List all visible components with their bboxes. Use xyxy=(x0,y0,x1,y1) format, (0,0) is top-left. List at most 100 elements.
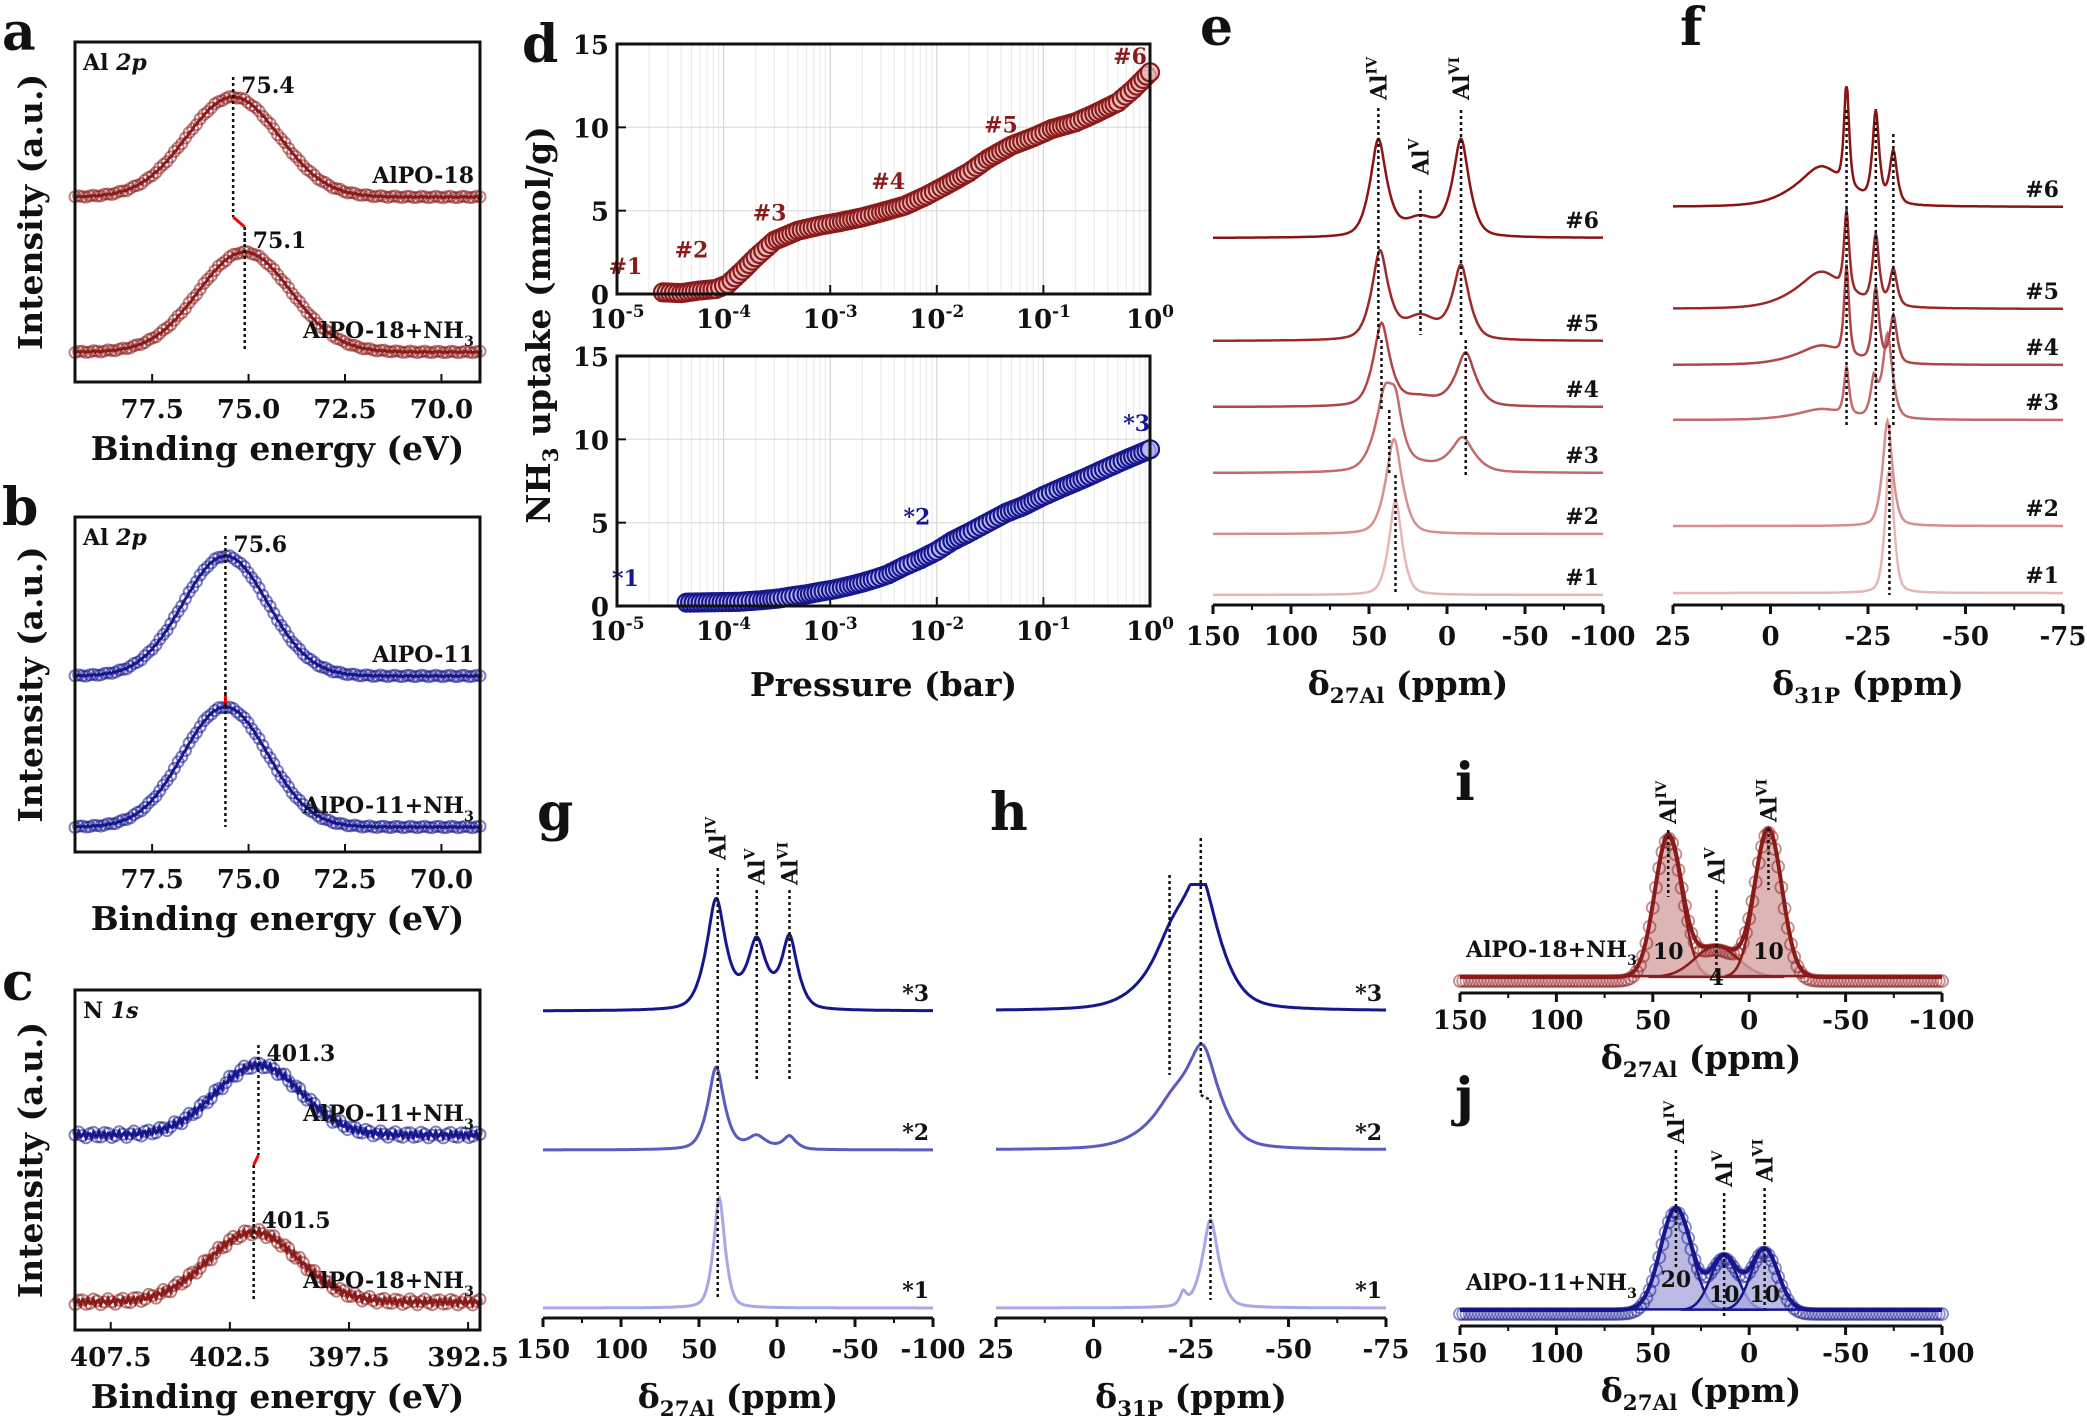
data-point xyxy=(149,330,163,344)
coordination-label-aliv-base: Al xyxy=(706,835,732,861)
coordination-label-aliv-sup: IV xyxy=(1654,780,1670,799)
series-alpo-18 xyxy=(652,62,1161,304)
y-axis-title-part: 3 xyxy=(539,448,564,463)
coordination-label-alv-sup: V xyxy=(1710,1150,1726,1163)
state-marker-label: #6 xyxy=(1113,44,1147,70)
x-tick-label: -75 xyxy=(2040,622,2087,652)
coordination-label-alvi-sup: VI xyxy=(1754,778,1770,797)
fit-line xyxy=(73,1058,482,1143)
state-marker-label: #2 xyxy=(675,237,709,263)
coordination-label-alv: AlV xyxy=(1710,1150,1738,1188)
sample-label-part: 3 xyxy=(464,1117,474,1133)
x-tick-exponent: -4 xyxy=(732,614,751,634)
spectrum-label: #6 xyxy=(2025,177,2059,203)
x-tick-label: 0 xyxy=(1761,622,1779,652)
coordination-label-alvi-sup: VI xyxy=(1447,56,1463,75)
plot-frame xyxy=(615,354,1152,608)
data-point xyxy=(256,109,270,123)
data-point xyxy=(190,1106,203,1120)
y-axis-title-group: NH3 uptake (mmol/g) xyxy=(519,126,564,524)
data-point xyxy=(230,1069,244,1083)
data-point xyxy=(289,638,303,652)
x-tick-label: -100 xyxy=(1909,1006,1974,1036)
x-axis-title: δ27Al (ppm) xyxy=(1601,1371,1801,1416)
data-point xyxy=(164,768,178,782)
spectrum-line xyxy=(543,1194,933,1310)
state-marker-label: *3 xyxy=(1123,411,1150,437)
sample-label-part: AlPO-18+NH xyxy=(1465,937,1627,963)
data-point xyxy=(1935,1307,1949,1321)
data-point xyxy=(307,1263,321,1277)
series-alpo-18-nh3 xyxy=(68,244,487,360)
x-axis-title-part: δ xyxy=(1601,1371,1623,1410)
panel-label: d xyxy=(522,14,558,75)
data-point xyxy=(219,1240,233,1254)
spectrum-line xyxy=(996,1217,1386,1310)
x-axis-title: Binding energy (eV) xyxy=(91,899,465,938)
data-point xyxy=(1732,942,1747,957)
sample-label-part: AlPO-11+NH xyxy=(1465,1270,1627,1296)
coordination-label-alv: AlV xyxy=(743,848,771,886)
data-point xyxy=(282,1241,296,1255)
spectrum-label: *2 xyxy=(1355,1120,1382,1146)
data-point xyxy=(167,761,181,775)
data-point xyxy=(300,305,314,319)
spectrum-line xyxy=(1213,248,1603,342)
x-axis-title-part: (ppm) xyxy=(1384,664,1508,703)
data-point xyxy=(252,581,266,595)
y-tick-label: 10 xyxy=(573,114,609,144)
x-tick-base: 10 xyxy=(909,305,945,335)
data-point xyxy=(190,575,203,589)
coordination-label-alvi-base: Al xyxy=(1756,797,1782,823)
data-point xyxy=(1678,898,1692,913)
x-tick-label: 150 xyxy=(1186,622,1240,652)
spectrum-line xyxy=(1213,137,1603,239)
x-tick-label: 50 xyxy=(1351,622,1387,652)
series-alpo-11 xyxy=(68,549,487,684)
x-tick-label: 100 xyxy=(1264,622,1318,652)
data-point xyxy=(271,128,284,142)
spectrum-label: *1 xyxy=(902,1278,929,1304)
coordination-label-aliv-base: Al xyxy=(1366,75,1392,101)
x-tick-base: 10 xyxy=(803,617,839,647)
data-point xyxy=(1658,834,1673,849)
spectrum-line xyxy=(543,896,933,1013)
x-axis-title-part: 27Al xyxy=(660,1397,715,1416)
data-point xyxy=(252,732,266,746)
spectrum-line xyxy=(1673,264,2063,367)
data-point xyxy=(145,793,159,807)
data-point xyxy=(267,757,281,771)
data-point xyxy=(304,1264,318,1278)
data-point xyxy=(278,623,292,637)
x-tick-label: -50 xyxy=(1265,1335,1312,1365)
data-point xyxy=(1633,1300,1647,1315)
area-label: 10 xyxy=(1749,1282,1780,1308)
data-point xyxy=(178,1275,192,1289)
x-tick-label: 402.5 xyxy=(189,1343,270,1373)
data-point xyxy=(1652,861,1667,875)
coordination-label-aliv-base: Al xyxy=(1656,799,1682,825)
spectrum-region-label-part: Al xyxy=(82,50,116,76)
y-tick-label: 0 xyxy=(591,593,609,623)
sample-label: AlPO-11+NH3 xyxy=(302,793,474,825)
data-point xyxy=(256,739,270,753)
state-marker-label: *2 xyxy=(903,504,930,530)
peak-shift-marker xyxy=(252,1154,260,1166)
data-point xyxy=(274,1067,288,1081)
data-point xyxy=(1935,974,1949,988)
peak-position-marker xyxy=(1200,1093,1212,1102)
y-tick-label: 15 xyxy=(573,31,609,61)
x-tick-exponent: -4 xyxy=(732,302,751,322)
fit-line xyxy=(73,1225,482,1310)
data-point xyxy=(289,790,303,804)
data-point xyxy=(1748,875,1763,889)
x-axis-title: δ31P (ppm) xyxy=(1095,1377,1287,1416)
data-point xyxy=(1645,900,1660,915)
coordination-label-aliv-sup: IV xyxy=(1662,1100,1678,1119)
series-alpo-11-nh3 xyxy=(68,1056,487,1145)
y-tick-label: 15 xyxy=(573,343,609,373)
x-axis-title-part: (ppm) xyxy=(714,1377,838,1416)
data-point xyxy=(1768,1261,1782,1276)
x-tick-label: 10-1 xyxy=(1016,302,1071,335)
